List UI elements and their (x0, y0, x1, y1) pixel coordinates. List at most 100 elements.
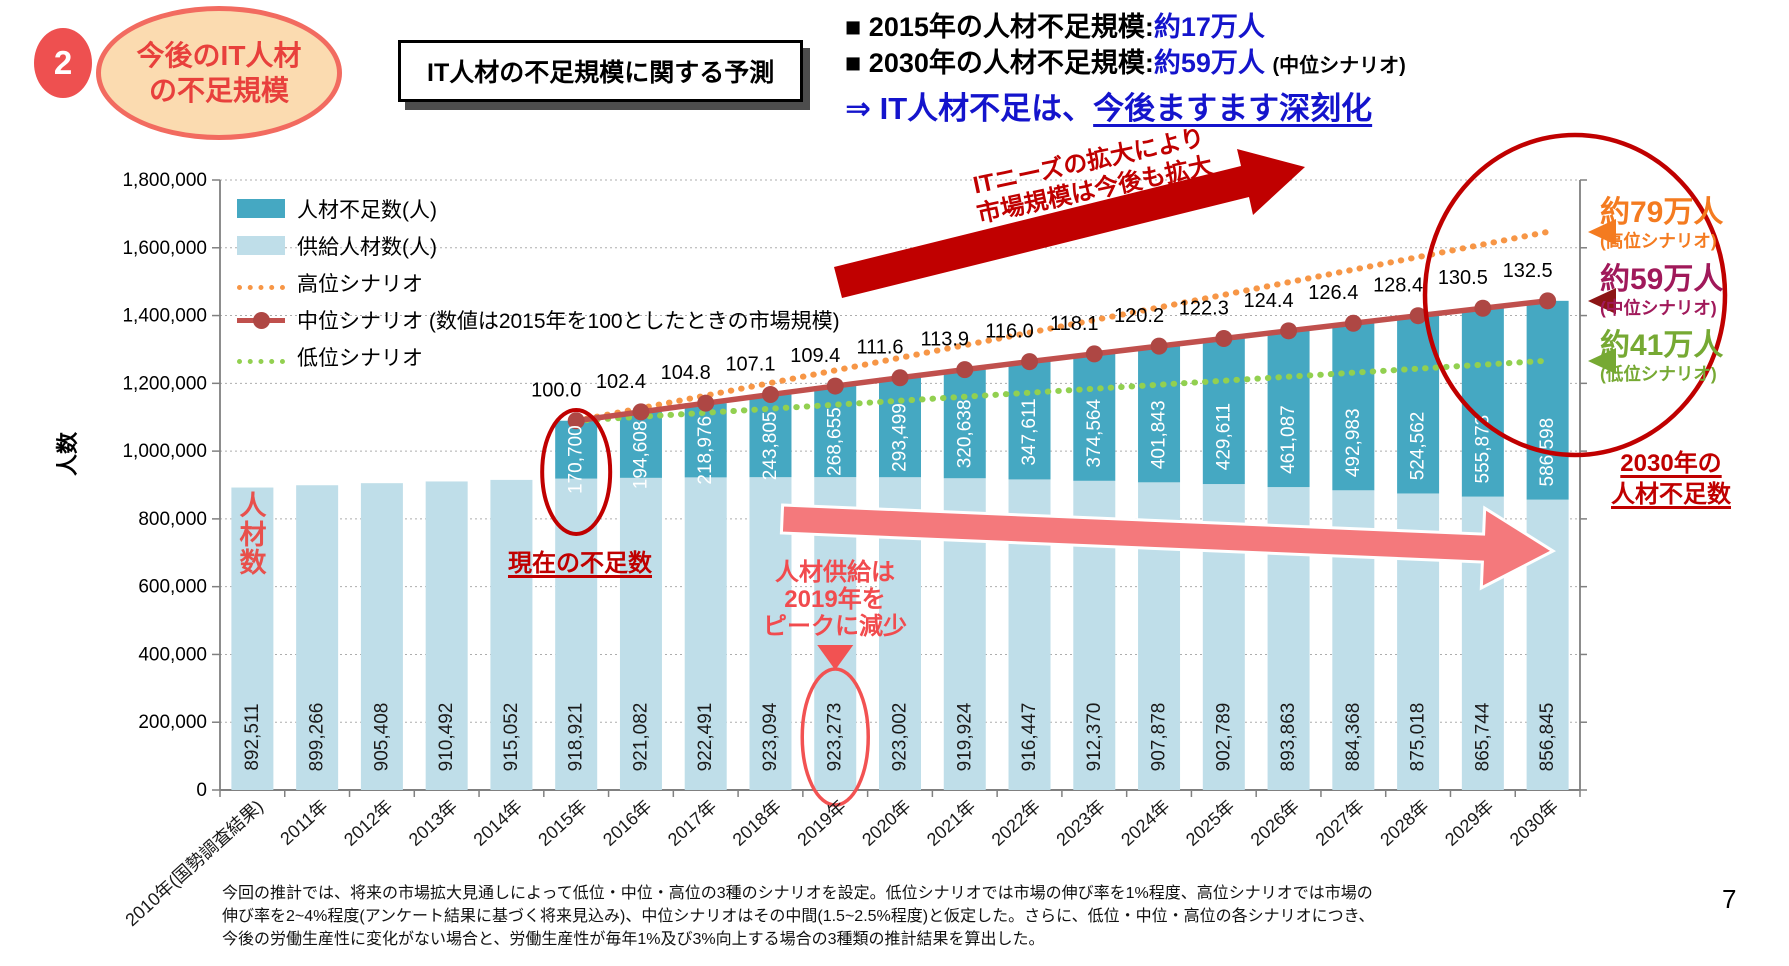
supply-value-label: 905,408 (371, 703, 392, 772)
scenario-2030-labels: 約79万人 (高位シナリオ) 約59万人 (中位シナリオ) 約41万人 (低位シ… (1600, 198, 1786, 384)
section-title: 今後のIT人材 の不足規模 (136, 40, 302, 106)
shortage-value-label: 293,499 (890, 403, 911, 472)
supply-value-label: 921,082 (630, 703, 651, 772)
mid-scenario-line (575, 298, 1548, 424)
supply-bar (490, 479, 533, 790)
shortage-bar (619, 411, 662, 478)
scenario-high-label: (高位シナリオ) (1600, 231, 1717, 251)
high-scenario-pointer-icon (1588, 219, 1616, 245)
x-tick-label: 2016年 (599, 796, 656, 850)
supply-value-label: 923,273 (825, 703, 846, 772)
x-tick-label: 2027年 (1311, 796, 1368, 850)
current-shortage-annotation: 現在の不足数 (508, 550, 652, 577)
y-tick-label: 0 (196, 780, 207, 801)
shortage-value-label: 218,976 (695, 416, 716, 485)
market-index-label: 102.4 (596, 371, 646, 393)
mid-scenario-marker (1021, 353, 1039, 371)
market-index-label: 128.4 (1373, 275, 1423, 297)
mid-scenario-marker (1539, 292, 1557, 310)
finding-2030-value: 約59万人 (1153, 47, 1265, 78)
shortage-value-label: 268,655 (825, 407, 846, 476)
legend-label: 低位シナリオ (297, 346, 423, 370)
x-tick-label: 2017年 (664, 796, 721, 850)
shortage-bar (1008, 361, 1051, 480)
market-index-label: 116.0 (985, 321, 1034, 343)
y-tick-label: 400,000 (138, 644, 207, 665)
x-tick-label: 2022年 (988, 796, 1045, 850)
supply-value-label: 893,863 (1278, 703, 1299, 772)
shortage-bar (1073, 353, 1116, 481)
supply-bar (296, 485, 339, 790)
section-number: 2 (53, 44, 73, 81)
supply-value-label: 916,447 (1019, 703, 1040, 772)
first-bar-label: 人 材 数 (239, 491, 267, 579)
section-title-bubble: 今後のIT人材 の不足規模 (96, 6, 342, 140)
shortage-value-label: 461,087 (1278, 405, 1299, 474)
legend-label: 中位シナリオ (数値は2015年を100としたときの市場規模) (297, 309, 840, 333)
shortage-value-label: 524,562 (1408, 412, 1429, 481)
chart-title-box: IT人材の不足規模に関する予測 (398, 40, 804, 102)
x-tick-label: 2015年 (534, 796, 591, 850)
finding-2015-value: 約17万人 (1153, 12, 1265, 42)
mid-scenario-marker (956, 361, 974, 379)
orange-dotted-line-icon (237, 273, 285, 292)
mid-scenario-marker (1409, 307, 1427, 325)
x-tick-label: 2014年 (470, 796, 527, 850)
market-index-label: 100.0 (531, 380, 581, 402)
supply-bar (360, 483, 403, 790)
mid-scenario-marker (1150, 337, 1168, 355)
supply-value-label: 915,052 (501, 703, 522, 772)
shortage-value-label: 429,611 (1213, 403, 1234, 470)
page-number: 7 (1722, 884, 1737, 914)
scenario-mid-label: (中位シナリオ) (1600, 297, 1717, 318)
chart-title: IT人材の不足規模に関する予測 (427, 59, 775, 87)
finding-2030-scenario: (中位シナリオ) (1272, 54, 1406, 77)
market-index-label: 104.8 (661, 362, 711, 384)
scenario-high-value: 約79万人 (1600, 196, 1724, 229)
supply-value-label: 884,368 (1343, 703, 1364, 772)
supply-value-label: 918,921 (566, 703, 587, 772)
x-tick-label: 2019年 (793, 796, 850, 850)
x-tick-label: 2012年 (340, 796, 397, 850)
legend-label: 供給人材数(人) (297, 235, 437, 259)
x-tick-label: 2021年 (923, 796, 980, 850)
supply-bar (425, 481, 468, 790)
market-index-label: 124.4 (1244, 290, 1294, 312)
shortage-bar (1526, 300, 1569, 500)
market-index-label: 130.5 (1438, 267, 1488, 289)
shortage-bar (1267, 330, 1310, 488)
y-tick-label: 1,600,000 (122, 238, 207, 259)
mid-scenario-marker (567, 412, 585, 430)
supply-bar (684, 477, 727, 790)
x-tick-label: 2013年 (405, 796, 462, 850)
legend-label: 高位シナリオ (297, 272, 423, 296)
supply-value-label: 919,924 (954, 702, 975, 771)
mid-scenario-marker (632, 403, 650, 421)
market-index-label: 111.6 (856, 337, 903, 359)
market-index-label: 107.1 (725, 354, 775, 376)
finding-2015-label: ■ 2015年の人材不足規模: (845, 12, 1154, 42)
y-tick-label: 1,200,000 (122, 373, 207, 394)
mid-scenario-pointer-icon (1588, 288, 1616, 314)
red-line-marker-icon (237, 310, 285, 329)
y-tick-label: 200,000 (138, 712, 207, 733)
x-tick-label: 2011年 (276, 796, 332, 849)
high-scenario-line (573, 228, 1551, 424)
shortage-bar (1332, 323, 1375, 491)
finding-2030: ■ 2030年の人材不足規模:約59万人 (中位シナリオ) (845, 46, 1406, 82)
legend-label: 人材不足数(人) (297, 198, 437, 222)
x-tick-label: 2029年 (1441, 796, 1498, 850)
shortage-bar (879, 377, 921, 478)
market-index-label: 113.9 (920, 329, 969, 351)
x-tick-label: 2025年 (1182, 796, 1239, 850)
legend-item-low-scenario: 低位シナリオ (237, 338, 840, 375)
x-tick-label: 2030年 (1506, 796, 1563, 850)
supply-value-label: 902,789 (1213, 703, 1234, 772)
market-expansion-arrow (834, 149, 1305, 298)
market-index-label: 109.4 (790, 345, 840, 367)
market-index-label: 122.3 (1179, 297, 1229, 319)
market-index-label: 120.2 (1114, 305, 1164, 327)
y-axis-title: 人数 (55, 431, 81, 477)
supply-value-label: 892,511 (242, 703, 263, 770)
scenario-low-label: (低位シナリオ) (1600, 364, 1717, 384)
